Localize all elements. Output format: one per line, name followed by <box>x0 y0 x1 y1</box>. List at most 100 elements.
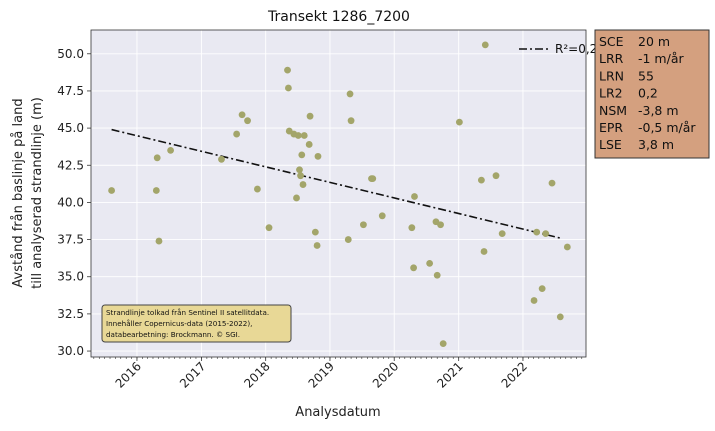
data-point <box>542 230 550 238</box>
data-point <box>296 166 303 174</box>
data-point <box>285 84 292 92</box>
data-point <box>538 285 546 293</box>
data-point <box>439 340 447 348</box>
data-point <box>478 176 485 184</box>
data-point <box>492 172 500 180</box>
trend-line <box>111 128 561 239</box>
source-note: Strandlinje tolkad från Sentinel II sate… <box>101 304 292 343</box>
data-point <box>265 224 273 232</box>
source-note-line-2: Innehåller Copernicus-data (2015-2022), <box>106 319 252 328</box>
stats-key: LRR <box>599 51 624 66</box>
plot-area <box>91 30 586 357</box>
x-tick-label: 2019 <box>306 359 337 390</box>
data-point <box>293 194 300 202</box>
data-point <box>344 236 352 243</box>
data-point <box>455 118 463 126</box>
data-point <box>297 172 304 180</box>
source-note-line-1: Strandlinje tolkad från Sentinel II sate… <box>106 308 269 317</box>
data-point <box>433 271 441 279</box>
data-point <box>305 141 313 148</box>
y-tick-label: 50.0 <box>57 47 84 61</box>
x-tick-label: 2017 <box>177 359 208 390</box>
stats-value: -0,5 m/år <box>638 120 696 135</box>
y-tick-label: 37.5 <box>57 233 84 247</box>
data-point <box>244 117 251 125</box>
y-tick-label: 35.0 <box>57 270 84 284</box>
stats-value: -3,8 m <box>638 103 679 118</box>
stats-box-background <box>594 29 710 159</box>
data-point <box>378 212 386 220</box>
data-point <box>311 228 319 236</box>
trend-layer <box>111 128 561 239</box>
y-axis: 30.0 32.5 35.0 37.5 40.0 42.5 45.0 47.5 50.0 <box>57 47 91 358</box>
stats-rows: SCE 20 m LRR -1 m/år LRN 55 LR2 0,2 NSM -3,8 m EPR… <box>599 34 696 152</box>
data-point <box>548 179 556 187</box>
stats-key: EPR <box>599 120 623 135</box>
chart-title: Transekt 1286_7200 <box>267 9 410 25</box>
data-point <box>533 228 541 236</box>
x-tick-label: 2022 <box>499 359 530 390</box>
data-point <box>426 259 434 267</box>
stats-key: SCE <box>599 34 624 49</box>
data-point <box>238 111 246 119</box>
data-point <box>233 130 241 138</box>
stats-value: 0,2 <box>638 86 658 101</box>
data-point <box>153 154 161 162</box>
data-point <box>300 132 308 139</box>
data-point <box>530 297 538 304</box>
x-axis-title: Analysdatum <box>295 405 380 420</box>
y-tick-label: 47.5 <box>57 84 84 98</box>
data-point <box>218 155 225 163</box>
stats-key: LRN <box>599 68 624 83</box>
y-tick-label: 40.0 <box>57 195 84 209</box>
data-point <box>284 66 291 74</box>
data-point <box>306 112 314 120</box>
data-point <box>314 152 322 160</box>
y-tick-label: 42.5 <box>57 158 84 172</box>
stats-value: 20 m <box>638 34 670 49</box>
data-point <box>480 248 488 255</box>
data-point <box>294 132 302 139</box>
x-axis: 2016 2017 2018 2019 2020 2021 2022 <box>93 357 583 391</box>
y-tick-label: 30.0 <box>57 344 84 358</box>
y-axis-title-line-2: till analyserad strandlinje (m) <box>30 97 45 289</box>
data-point <box>437 221 444 229</box>
data-point <box>408 224 416 232</box>
y-tick-label: 45.0 <box>57 121 84 135</box>
data-point <box>108 187 116 194</box>
data-point <box>369 175 377 183</box>
data-point <box>411 193 418 200</box>
data-point <box>347 117 355 125</box>
data-point <box>298 151 306 159</box>
stats-box: SCE 20 m LRR -1 m/år LRN 55 LR2 0,2 NSM -3,8 m EPR… <box>594 29 710 159</box>
data-point <box>313 242 321 249</box>
data-point <box>346 90 354 98</box>
x-tick-label: 2016 <box>113 359 144 390</box>
data-point <box>299 181 307 188</box>
data-point <box>152 187 160 194</box>
x-tick-label: 2020 <box>370 359 401 390</box>
data-point <box>556 313 564 321</box>
data-point <box>167 146 174 154</box>
stats-value: 3,8 m <box>638 137 674 152</box>
source-note-box <box>101 304 292 343</box>
points-layer <box>108 41 571 348</box>
stats-value: 55 <box>638 68 654 83</box>
source-note-line-3: databearbetning: Brockmann. © SGI. <box>106 330 240 339</box>
data-point <box>360 221 367 229</box>
data-point <box>254 185 261 193</box>
y-tick-label: 32.5 <box>57 307 84 321</box>
legend: R²=0,2 <box>519 42 597 56</box>
data-point <box>563 243 571 251</box>
legend-trend-label: R²=0,2 <box>555 42 597 56</box>
stats-key: LSE <box>599 137 622 152</box>
x-tick-label: 2018 <box>241 359 272 390</box>
data-point <box>498 230 506 238</box>
stats-key: LR2 <box>599 86 623 101</box>
data-point <box>155 237 163 245</box>
plot-frame <box>90 29 587 358</box>
x-tick-label: 2021 <box>434 359 465 390</box>
stats-value: -1 m/år <box>638 51 684 66</box>
data-point <box>481 41 489 49</box>
